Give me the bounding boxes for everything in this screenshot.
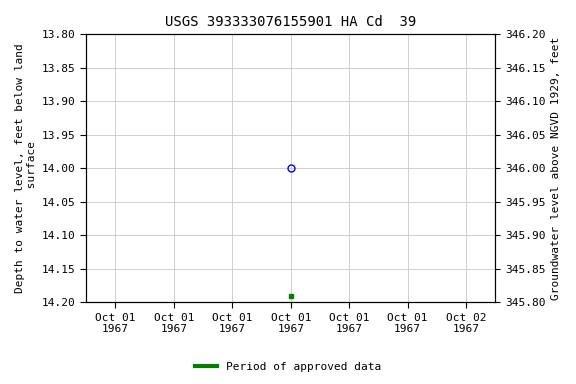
Y-axis label: Groundwater level above NGVD 1929, feet: Groundwater level above NGVD 1929, feet: [551, 37, 561, 300]
Title: USGS 393333076155901 HA Cd  39: USGS 393333076155901 HA Cd 39: [165, 15, 416, 29]
Legend: Period of approved data: Period of approved data: [191, 358, 385, 377]
Y-axis label: Depth to water level, feet below land
 surface: Depth to water level, feet below land su…: [15, 43, 37, 293]
